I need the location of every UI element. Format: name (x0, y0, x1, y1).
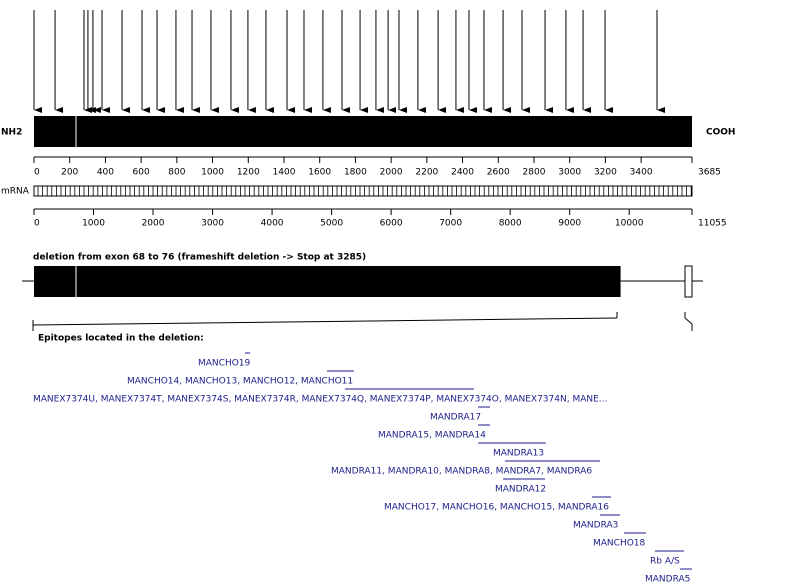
cooh-label: COOH (706, 128, 735, 138)
epitopes-header: Epitopes located in the deletion: (38, 334, 204, 344)
epitope-label: MANDRA15, MANDRA14 (378, 431, 486, 441)
tick-label: 1200 (237, 168, 260, 178)
epitope-label: MANDRA17 (430, 413, 481, 423)
epitope-label: MANCHO17, MANCHO16, MANCHO15, MANDRA16 (384, 503, 609, 513)
tick-label: 10000 (615, 219, 644, 229)
nh2-label: NH2 (1, 128, 22, 138)
tick-label: 1400 (273, 168, 296, 178)
tick-label: 600 (133, 168, 150, 178)
tick-label: 3000 (201, 219, 224, 229)
epitope-label: MANCHO14, MANCHO13, MANCHO12, MANCHO11 (127, 377, 353, 387)
epitope-label: MANEX7374U, MANEX7374T, MANEX7374S, MANE… (33, 395, 607, 405)
tick-label: 400 (97, 168, 114, 178)
tick-label: 1000 (201, 168, 224, 178)
tick-label: 0 (34, 168, 40, 178)
tick-label: 7000 (439, 219, 462, 229)
deletion-title: deletion from exon 68 to 76 (frameshift … (33, 253, 366, 263)
epitope-label: MANDRA13 (493, 449, 544, 459)
tick-label: 3000 (558, 168, 581, 178)
tick-label: 2400 (451, 168, 474, 178)
tick-label: 6000 (380, 219, 403, 229)
tick-label: 9000 (558, 219, 581, 229)
tick-label: 5000 (320, 219, 343, 229)
tick-label: 200 (61, 168, 78, 178)
tick-label: 800 (168, 168, 185, 178)
tick-label: 1600 (308, 168, 331, 178)
tick-label: 4000 (261, 219, 284, 229)
tick-label: 2200 (415, 168, 438, 178)
tick-label: 11055 (698, 219, 727, 229)
end-box (684, 265, 693, 298)
tick-label: 1800 (344, 168, 367, 178)
tick-label: 0 (34, 219, 40, 229)
tick-label: 8000 (499, 219, 522, 229)
tick-label: 2800 (523, 168, 546, 178)
deletion-bar (34, 266, 621, 297)
tick-label: 3400 (630, 168, 653, 178)
epitope-label: MANCHO18 (593, 539, 646, 549)
epitope-label: MANDRA11, MANDRA10, MANDRA8, MANDRA7, MA… (331, 467, 592, 477)
tick-label: 3685 (698, 168, 721, 178)
epitope-label: MANDRA5 (645, 575, 690, 585)
tick-label: 2600 (487, 168, 510, 178)
epitope-label: MANDRA12 (495, 485, 546, 495)
tick-label: 2000 (380, 168, 403, 178)
bracket (32, 317, 618, 326)
protein-bar (34, 116, 692, 147)
epitope-label: MANCHO19 (198, 359, 251, 369)
bracket (684, 317, 693, 325)
tick-label: 2000 (142, 219, 165, 229)
mrna-box (33, 185, 693, 197)
epitope-label: MANDRA3 (573, 521, 618, 531)
tick-label: 3200 (594, 168, 617, 178)
tick-label: 1000 (82, 219, 105, 229)
epitope-label: Rb A/S (650, 557, 680, 567)
mrna-label: mRNA (1, 187, 30, 197)
